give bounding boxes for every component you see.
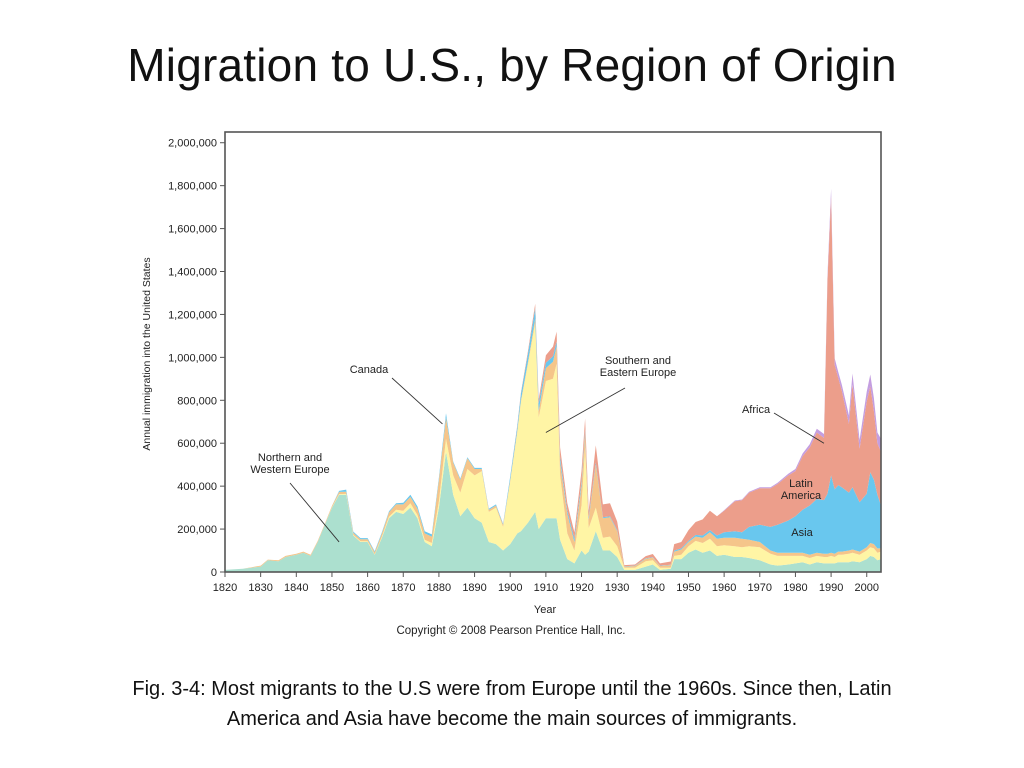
annotation-leader-line [545,387,626,433]
x-tick-label: 1920 [569,582,593,594]
caption-line-1: Fig. 3-4: Most migrants to the U.S were … [132,678,892,700]
y-tick-label: 600,000 [177,438,217,450]
x-tick-label: 1980 [783,582,807,594]
y-tick-label: 1,800,000 [168,181,217,193]
annotation-label: Africa [742,404,771,416]
annotation-label: Northern and [258,452,322,464]
plot-frame [224,131,882,573]
annotation-label: Eastern Europe [600,367,676,379]
figure-caption: Fig. 3-4: Most migrants to the U.S were … [40,674,984,734]
annotation-leader-line [391,377,443,425]
y-tick-label: 800,000 [177,395,217,407]
chart-areas [225,188,881,572]
x-tick-label: 1960 [712,582,736,594]
x-tick-label: 1950 [676,582,700,594]
annotation-label: Canada [350,364,389,376]
annotation-label: Latin [789,478,813,490]
y-tick-label: 1,000,000 [168,352,217,364]
slide-title: Migration to U.S., by Region of Origin [127,39,897,91]
x-tick-label: 1930 [605,582,629,594]
x-tick-label: 1860 [355,582,379,594]
y-tick-label: 1,600,000 [168,224,217,236]
x-tick-label: 1830 [248,582,272,594]
x-tick-label: 2000 [854,582,878,594]
x-tick-label: 1910 [534,582,558,594]
x-tick-label: 1900 [498,582,522,594]
x-tick-label: 1870 [391,582,415,594]
area-series-3 [225,308,881,570]
y-tick-label: 1,400,000 [168,267,217,279]
annotation-label: Western Europe [250,464,329,476]
x-axis: 1820 1830 1840 1850 1860 1870 1880 1890 1900 1910… [213,572,879,594]
y-tick-label: 2,000,000 [168,138,217,150]
y-tick-label: 200,000 [177,524,217,536]
area-series-0 [225,451,881,572]
y-tick-label: 400,000 [177,481,217,493]
area-series-1 [225,323,881,570]
x-tick-label: 1970 [748,582,772,594]
x-axis-label: Year [534,604,557,616]
y-axis: 0 200,000 400,000 600,000 800,000 1,000,000 1,… [168,138,225,579]
caption-line-2: America and Asia have become the main so… [226,708,798,730]
x-tick-label: 1880 [427,582,451,594]
x-tick-label: 1820 [213,582,237,594]
y-tick-label: 1,200,000 [168,309,217,321]
y-axis-label: Annual immigration into the United State… [141,257,153,450]
annotation-leader-line [289,482,340,543]
annotation-label: America [781,490,822,502]
area-series-2 [225,318,881,570]
annotation-label: Southern and [605,355,671,367]
y-tick-label: 0 [211,567,217,579]
x-tick-label: 1940 [641,582,665,594]
x-tick-label: 1840 [284,582,308,594]
x-tick-label: 1890 [462,582,486,594]
x-tick-label: 1850 [320,582,344,594]
x-tick-label: 1990 [819,582,843,594]
copyright-note: Copyright © 2008 Pearson Prentice Hall, … [396,625,625,637]
annotation-label: Asia [791,527,813,539]
annotation-leader-line [773,412,825,444]
